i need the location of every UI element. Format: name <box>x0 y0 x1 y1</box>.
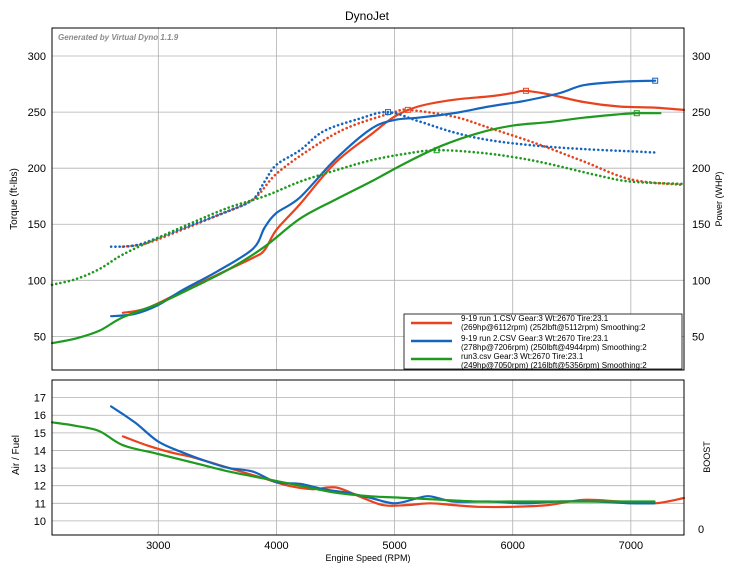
power-torque-grid <box>52 28 684 370</box>
rpm-axis-ticks: 3000 4000 5000 6000 7000 <box>146 540 643 552</box>
afr-axis-label: Air / Fuel <box>11 435 22 475</box>
afr-axis-ticks: 10 11 12 13 14 15 16 17 <box>34 393 46 528</box>
air-fuel-grid <box>52 380 684 535</box>
power-axis-label: Power (WHP) <box>714 171 724 226</box>
rpm-tick-label: 5000 <box>382 540 406 552</box>
boost-tick-label: 0 <box>698 524 704 536</box>
chart-title: DynoJet <box>345 9 390 23</box>
afr-tick-label: 15 <box>34 428 46 440</box>
air-fuel-frame <box>51 379 685 536</box>
legend-entry-run2: 9-19 run 2.CSV Gear:3 Wt:2670 Tire:23.1 … <box>411 334 647 352</box>
series-line-run3-torque <box>50 148 686 287</box>
legend-run3-line1: run3.csv Gear:3 Wt:2670 Tire:23.1 <box>461 352 584 361</box>
peak-marker-run3-power <box>633 110 640 117</box>
torque-tick-label: 300 <box>28 51 46 63</box>
afr-tick-label: 10 <box>34 516 46 528</box>
afr-tick-label: 13 <box>34 463 46 475</box>
torque-tick-label: 200 <box>28 163 46 175</box>
legend-entry-run1: 9-19 run 1.CSV Gear:3 Wt:2670 Tire:23.1 … <box>411 314 646 332</box>
power-tick-label: 150 <box>692 219 710 231</box>
peak-marker-run3-torque <box>433 147 440 154</box>
peak-markers <box>384 77 659 154</box>
power-torque-series <box>50 79 686 345</box>
air-fuel-series <box>50 405 686 509</box>
torque-axis-label: Torque (ft-lbs) <box>9 168 20 230</box>
power-tick-label: 50 <box>692 331 704 343</box>
power-tick-label: 300 <box>692 51 710 63</box>
rpm-tick-label: 6000 <box>500 540 524 552</box>
legend-entry-run3: run3.csv Gear:3 Wt:2670 Tire:23.1 (249hp… <box>411 352 647 370</box>
power-torque-plot-area <box>52 28 684 370</box>
power-tick-label: 200 <box>692 163 710 175</box>
legend-run3-line2: (249hp@7050rpm) (216lbft@5356rpm) Smooth… <box>461 361 647 370</box>
boost-axis-ticks: 0 <box>698 524 704 536</box>
afr-tick-label: 11 <box>35 498 46 510</box>
power-axis-ticks: 50 100 150 200 250 300 <box>692 51 710 343</box>
rpm-tick-label: 3000 <box>146 540 170 552</box>
legend-run1-line2: (269hp@6112rpm) (252lbft@5112rpm) Smooth… <box>461 323 646 332</box>
boost-axis-label: BOOST <box>702 441 712 473</box>
rpm-tick-label: 7000 <box>619 540 643 552</box>
afr-line-run3 <box>50 421 656 503</box>
peak-marker-run1-torque <box>404 106 411 113</box>
afr-tick-label: 14 <box>34 445 46 457</box>
torque-tick-label: 250 <box>28 107 46 119</box>
power-tick-label: 100 <box>692 275 710 287</box>
legend-run2-line2: (278hp@7206rpm) (250lbft@4944rpm) Smooth… <box>461 343 647 352</box>
legend: 9-19 run 1.CSV Gear:3 Wt:2670 Tire:23.1 … <box>403 313 683 370</box>
torque-tick-label: 100 <box>28 275 46 287</box>
rpm-tick-label: 4000 <box>264 540 288 552</box>
afr-tick-label: 12 <box>34 481 46 493</box>
series-line-run1-torque <box>121 108 686 248</box>
peak-marker-run1-power <box>522 87 529 94</box>
watermark-text: Generated by Virtual Dyno 1.1.9 <box>58 33 179 42</box>
series-line-run3-power <box>50 112 662 345</box>
series-line-run2-torque <box>109 110 656 248</box>
power-torque-frame <box>51 27 685 371</box>
power-tick-label: 250 <box>692 107 710 119</box>
power-torque-panel: 50 100 150 200 250 300 50 100 150 200 250 300 Gene… <box>9 27 724 371</box>
afr-tick-label: 17 <box>34 393 46 405</box>
series-line-run2-power <box>110 79 657 318</box>
afr-tick-label: 16 <box>34 410 46 422</box>
legend-run1-line1: 9-19 run 1.CSV Gear:3 Wt:2670 Tire:23.1 <box>461 314 609 323</box>
rpm-axis-label: Engine Speed (RPM) <box>325 553 410 563</box>
torque-tick-label: 50 <box>34 331 46 343</box>
torque-axis-ticks: 50 100 150 200 250 300 <box>28 51 46 343</box>
peak-marker-run2-power <box>652 77 659 84</box>
peak-marker-run2-torque <box>384 109 391 116</box>
legend-run2-line1: 9-19 run 2.CSV Gear:3 Wt:2670 Tire:23.1 <box>461 334 609 343</box>
air-fuel-plot-area <box>52 380 684 535</box>
torque-tick-label: 150 <box>28 219 46 231</box>
